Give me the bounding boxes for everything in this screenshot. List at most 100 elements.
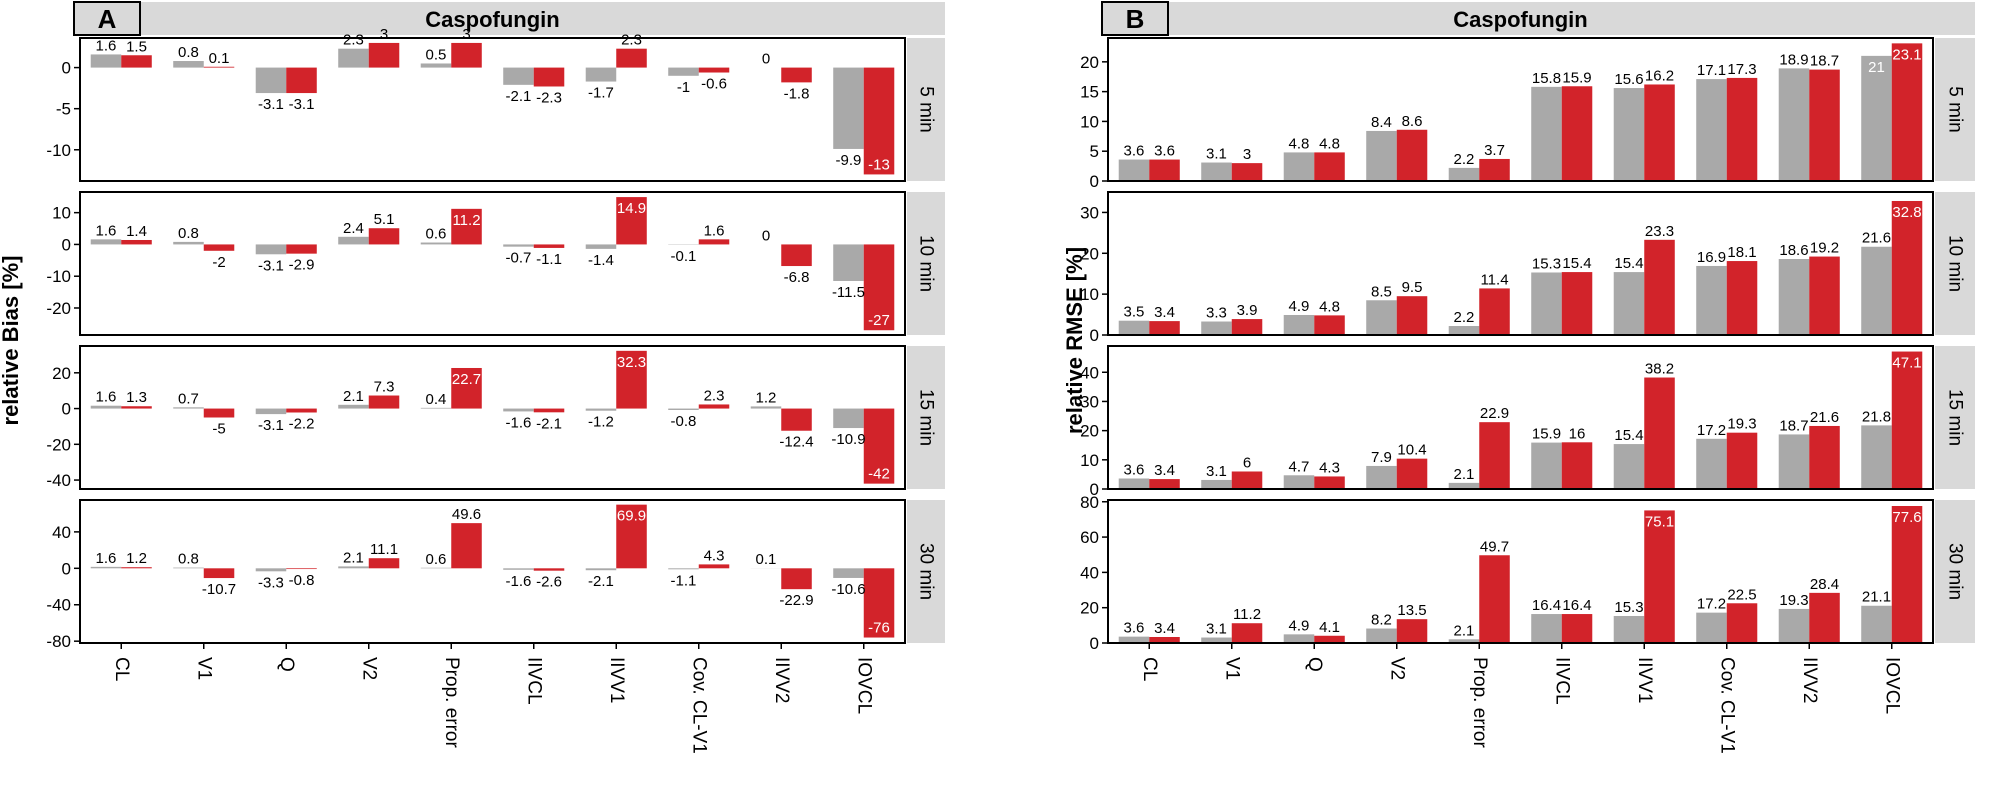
panel-b-facet-4-y-tick-label: 0 <box>1090 634 1099 653</box>
panel-a-facet-3-bar-gray-6 <box>503 408 534 412</box>
panel-b-facet-4-value-label-red-2: 11.2 <box>1233 606 1261 623</box>
panel-a-facet-4-bar-red-9 <box>781 568 812 590</box>
panel-a-facet-3-bar-red-3 <box>286 408 317 413</box>
panel-a-facet-1-value-label-gray-3: -3.1 <box>258 96 284 113</box>
panel-b-facet-4-bar-red-4 <box>1396 619 1428 643</box>
panel-b-facet-1-bar-red-9 <box>1809 69 1840 181</box>
panel-b-facet-4-value-label-gray-10: 21.1 <box>1862 589 1891 606</box>
panel-b-facet-2-bar-gray-4 <box>1366 300 1397 335</box>
panel-a-x-tick-label-10: IOVCL <box>853 657 874 714</box>
panel-a-facet-4-value-label-red-9: -22.9 <box>779 592 813 609</box>
panel-b-x-tick-label-9: IIVV2 <box>1799 657 1820 703</box>
panel-a-facet-3-value-label-gray-10: -10.9 <box>831 431 865 448</box>
panel-a-facet-3-value-label-gray-8: -0.8 <box>671 413 697 430</box>
panel-b-facet-2-bar-gray-3 <box>1283 314 1315 335</box>
panel-a-title: Caspofungin <box>425 7 559 32</box>
panel-a-facet-3-bar-red-10 <box>863 408 895 484</box>
panel-b-facet-4-value-label-gray-4: 8.2 <box>1371 612 1392 629</box>
panel-a-facet-1-value-label-gray-2: 0.8 <box>178 44 199 61</box>
panel-b-facet-2-bar-red-6 <box>1561 272 1593 335</box>
panel-b-facet-2-value-label-gray-2: 3.3 <box>1206 305 1227 322</box>
panel-b-facet-2-bar-red-2 <box>1231 319 1263 335</box>
panel-b-facet-4-value-label-red-9: 28.4 <box>1810 576 1839 593</box>
panel-b-facet-4-value-label-red-6: 16.4 <box>1562 597 1591 614</box>
panel-b-facet-2-y-tick-label: 0 <box>1090 326 1099 345</box>
panel-b-facet-3-value-label-red-8: 19.3 <box>1727 416 1756 433</box>
panel-a-facet-2-bar-gray-6 <box>503 244 534 247</box>
panel-a-facet-2-bar-red-8 <box>698 239 730 245</box>
panel-b-facet-1-bar-red-2 <box>1231 163 1263 181</box>
panel-b-facet-4-bar-gray-4 <box>1366 628 1397 643</box>
panel-b-facet-1-value-label-gray-2: 3.1 <box>1206 146 1227 163</box>
panel-a-facet-4-bar-gray-10 <box>833 568 864 578</box>
panel-a-facet-1-bar-red-9 <box>781 67 812 83</box>
panel-a-facet-3-bar-gray-5 <box>420 407 452 409</box>
panel-b-facet-2-bar-gray-10 <box>1861 246 1892 335</box>
panel-a-facet-3-bar-red-1 <box>121 406 152 409</box>
panel-a-facet-1-value-label-red-1: 1.5 <box>126 38 147 55</box>
panel-a-facet-4-bar-gray-5 <box>420 567 452 569</box>
panel-b-facet-3-value-label-gray-5: 2.1 <box>1454 466 1475 483</box>
panel-b-facet-3-value-label-red-6: 16 <box>1569 425 1586 442</box>
panel-b-facet-2-bar-red-3 <box>1314 315 1345 335</box>
panel-a-facet-2-bar-gray-10 <box>833 244 864 281</box>
panel-b-facet-3-bar-gray-2 <box>1201 479 1232 489</box>
panel-b-facet-4-y-tick-label: 20 <box>1080 599 1099 618</box>
panel-a-x-tick-label-4: V2 <box>358 657 379 680</box>
panel-b-facet-2-value-label-red-2: 3.9 <box>1237 302 1258 319</box>
panel-a-facet-4-value-label-red-8: 4.3 <box>704 547 725 564</box>
panel-b-x-tick-label-1: CL <box>1139 657 1160 681</box>
panel-a-facet-1-value-label-gray-8: -1 <box>677 79 690 96</box>
panel-a-facet-2-bar-gray-7 <box>585 244 617 249</box>
panel-b-facet-1-y-tick-label: 0 <box>1090 172 1099 191</box>
panel-a-title-strip <box>80 2 945 35</box>
panel-b-x-tick-label-8: Cov. CL-V1 <box>1716 657 1737 754</box>
panel-b-facet-2-value-label-gray-8: 16.9 <box>1697 249 1726 266</box>
panel-b-facet-2-value-label-gray-7: 15.4 <box>1614 255 1643 272</box>
panel-b-facet-2-value-label-red-10: 32.8 <box>1892 204 1921 221</box>
panel-a-facet-3-value-label-gray-7: -1.2 <box>588 414 614 431</box>
panel-b-facet-3-bar-red-1 <box>1149 479 1180 489</box>
panel-b-facet-3-value-label-gray-7: 15.4 <box>1614 427 1643 444</box>
panel-b-facet-3-bar-red-5 <box>1479 422 1510 489</box>
panel-a-facet-4-bar-red-5 <box>451 523 482 569</box>
panel-a-facet-2-strip <box>907 192 945 335</box>
panel-b-facet-1-value-label-gray-1: 3.6 <box>1124 143 1145 160</box>
panel-b-facet-2-strip <box>1935 192 1975 335</box>
panel-a-facet-2-bar-gray-1 <box>90 239 122 245</box>
panel-b-facet-1-value-label-gray-10: 21 <box>1868 59 1885 76</box>
panel-a-facet-1-bar-red-10 <box>863 67 895 175</box>
panel-a-facet-1-bar-red-4 <box>368 42 400 68</box>
panel-a-facet-2-value-label-gray-7: -1.4 <box>588 252 614 269</box>
panel-b-facet-2-value-label-gray-6: 15.3 <box>1532 255 1561 272</box>
panel-b-facet-1-bar-red-7 <box>1644 84 1675 181</box>
panel-a-facet-1-y-tick-label: -10 <box>46 141 71 160</box>
panel-a-facet-4-bar-red-4 <box>368 558 400 569</box>
panel-b-facet-2-bar-gray-6 <box>1531 272 1562 335</box>
panel-a-facet-4-value-label-red-2: -10.7 <box>202 581 236 598</box>
panel-a-facet-2-bar-red-5 <box>451 208 482 245</box>
panel-b-facet-1-bar-gray-7 <box>1613 88 1645 181</box>
panel-b-facet-3-bar-red-3 <box>1314 476 1345 489</box>
panel-b-facet-3-value-label-red-3: 4.3 <box>1319 459 1340 476</box>
panel-a-facet-3-y-tick-label: 0 <box>62 400 71 419</box>
panel-a-facet-4-value-label-red-4: 11.1 <box>370 541 398 558</box>
panel-a-facet-4-strip-label: 30 min <box>916 543 937 600</box>
panel-a-facet-4-value-label-red-1: 1.2 <box>126 550 147 567</box>
panel-b-x-tick-label-7: IIVV1 <box>1634 657 1655 703</box>
panel-a-facet-2-strip-label: 10 min <box>916 235 937 292</box>
panel-b-facet-4-value-label-red-4: 13.5 <box>1397 602 1426 619</box>
panel-a-facet-1-value-label-gray-9: 0 <box>762 51 770 68</box>
panel-b-x-tick-label-6: IIVCL <box>1551 657 1572 705</box>
panel-a-facet-1-value-label-red-6: -2.3 <box>536 89 562 106</box>
panel-a-facet-2-bar-red-4 <box>368 228 400 245</box>
panel-a-facet-2-y-tick-label: 10 <box>52 204 71 223</box>
panel-b-facet-2-frame <box>1107 191 1934 336</box>
panel-b-facet-1-bar-red-3 <box>1314 152 1345 181</box>
panel-a-facet-2-value-label-red-3: -2.9 <box>289 257 315 274</box>
panel-a-x-tick-label-5: Prop. error <box>441 657 462 748</box>
panel-a-x-tick-label-9: IIVV2 <box>771 657 792 703</box>
panel-a-facet-3-value-label-red-2: -5 <box>212 421 225 438</box>
panel-a-facet-1-value-label-gray-7: -1.7 <box>588 85 614 102</box>
